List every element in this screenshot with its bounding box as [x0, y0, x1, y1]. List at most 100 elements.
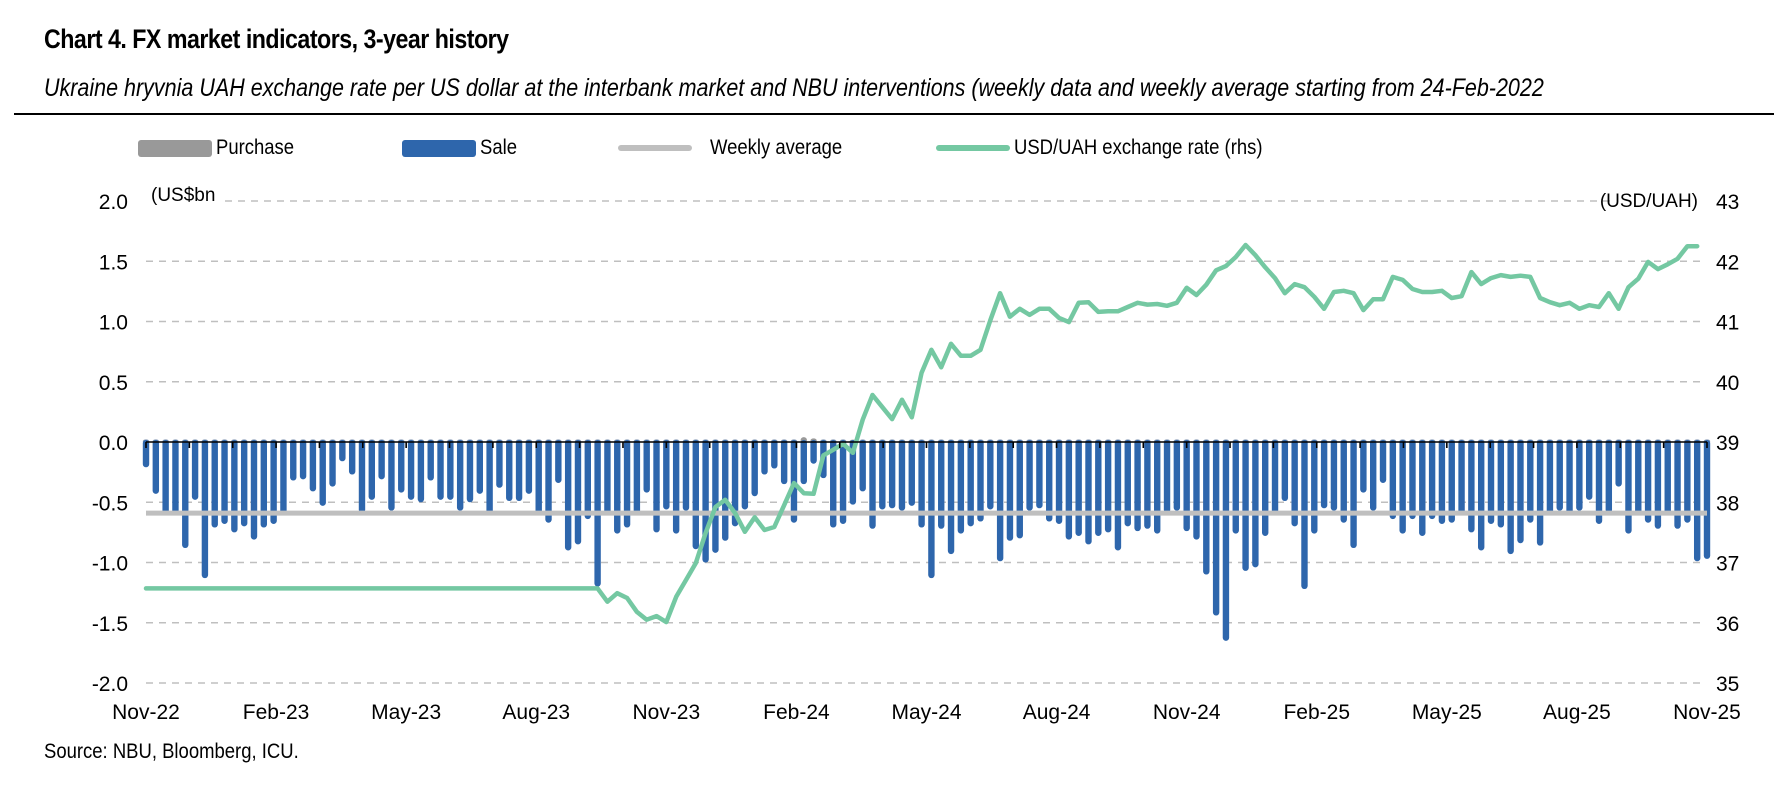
sale-bar	[1242, 440, 1249, 571]
sale-bar	[731, 440, 739, 527]
sale-bar	[1065, 440, 1073, 540]
sale-bar	[918, 440, 925, 528]
sale-bar	[957, 440, 965, 534]
sale-bar	[712, 440, 719, 553]
sale-bar	[1085, 440, 1092, 545]
sale-bar	[888, 440, 896, 509]
sale-bar	[1232, 440, 1239, 534]
left-axis-tick-label: 0.0	[99, 432, 128, 455]
sale-bar	[1262, 440, 1269, 536]
sale-bar	[1271, 440, 1279, 515]
legend-item-sale: Sale	[402, 134, 522, 162]
sale-bar	[1654, 440, 1662, 529]
sale-bar	[741, 440, 749, 510]
sale-bar	[574, 440, 582, 545]
sale-bar	[270, 440, 277, 524]
sale-bar	[476, 440, 483, 494]
right-axis-unit-label: (USD/UAH)	[1600, 191, 1698, 212]
sale-bar	[1183, 440, 1190, 532]
sale-bar	[348, 440, 356, 475]
sale-bar	[378, 440, 385, 480]
sale-bar	[869, 440, 876, 529]
left-axis-tick-label: -1.0	[92, 553, 128, 576]
sale-bar	[643, 440, 650, 493]
sale-bar	[1075, 440, 1082, 536]
sale-bar	[1507, 440, 1514, 555]
sale-bar	[211, 440, 218, 528]
sale-bar	[427, 440, 434, 481]
x-axis-tick-label: May-23	[371, 701, 441, 724]
sale-bar	[604, 440, 611, 515]
sale-bar	[1006, 440, 1014, 541]
sale-bar	[780, 440, 788, 485]
left-axis-tick-label: -2.0	[92, 673, 128, 696]
sale-bar	[928, 440, 935, 579]
legend-label: Sale	[480, 136, 517, 159]
x-axis-tick-label: Aug-23	[502, 701, 570, 724]
sale-bar	[1644, 440, 1652, 523]
sale-bar	[908, 440, 915, 506]
left-axis-tick-label: 1.5	[99, 251, 128, 274]
sale-bar	[535, 440, 542, 515]
sale-bar	[358, 440, 366, 514]
sale-bar	[1173, 440, 1181, 511]
left-axis-tick-label: 2.0	[99, 191, 128, 214]
sale-bar	[1095, 440, 1102, 536]
sale-bar	[1379, 440, 1387, 483]
sale-bar	[1703, 440, 1711, 559]
sale-bar	[486, 440, 493, 516]
sale-bar	[1026, 440, 1033, 511]
legend-label: Purchase	[216, 136, 295, 159]
sale-bar	[1664, 440, 1671, 516]
sale-bar	[653, 440, 660, 533]
sale-bar	[771, 440, 778, 469]
sale-bar	[1674, 440, 1681, 529]
sale-bar	[1360, 440, 1367, 493]
sale-bar	[1399, 440, 1406, 534]
sale-bar	[398, 440, 405, 493]
sale-bar	[977, 440, 984, 522]
sale-bar	[447, 440, 454, 500]
sale-bar	[1497, 440, 1505, 528]
sale-bar	[1566, 440, 1573, 515]
sale-bar	[299, 440, 307, 480]
sale-bar	[1104, 440, 1112, 533]
sale-bar	[859, 440, 866, 492]
legend-item-purchase: Purchase	[138, 134, 305, 162]
sale-bar	[1134, 440, 1141, 532]
x-axis-tick-label: Feb-25	[1283, 701, 1350, 724]
sale-bar	[1635, 440, 1642, 516]
sale-bar	[1193, 440, 1200, 540]
sale-bar	[417, 440, 425, 503]
sale-bar	[967, 440, 974, 527]
sale-bar	[466, 440, 474, 503]
sale-bar	[1477, 440, 1485, 551]
x-axis-tick-label: May-25	[1412, 701, 1482, 724]
sale-bar	[1055, 440, 1063, 524]
sale-bar	[329, 440, 336, 487]
sale-bar	[1536, 440, 1544, 546]
sale-bar	[1222, 440, 1230, 641]
sale-bar	[987, 440, 994, 510]
sale-swatch-icon	[402, 139, 476, 157]
sale-bar	[830, 440, 837, 528]
sale-bar	[407, 440, 415, 500]
right-axis-tick-label: 35	[1716, 673, 1739, 696]
sale-bar	[1409, 440, 1416, 520]
sale-bar	[319, 440, 326, 506]
sale-bar	[1585, 440, 1593, 500]
sale-bar	[1438, 440, 1446, 524]
sale-bar	[1370, 440, 1377, 511]
sale-bar	[309, 440, 317, 492]
sale-bar	[1291, 440, 1298, 527]
sale-bar	[1556, 440, 1563, 511]
sale-bar	[545, 440, 552, 523]
sale-bar	[584, 440, 591, 520]
sale-bar	[1605, 440, 1613, 514]
sale-bar	[152, 440, 160, 494]
sale-bar	[240, 440, 248, 527]
sale-bar	[564, 440, 572, 551]
sale-bar	[1684, 440, 1691, 523]
sale-bar	[1144, 440, 1151, 529]
